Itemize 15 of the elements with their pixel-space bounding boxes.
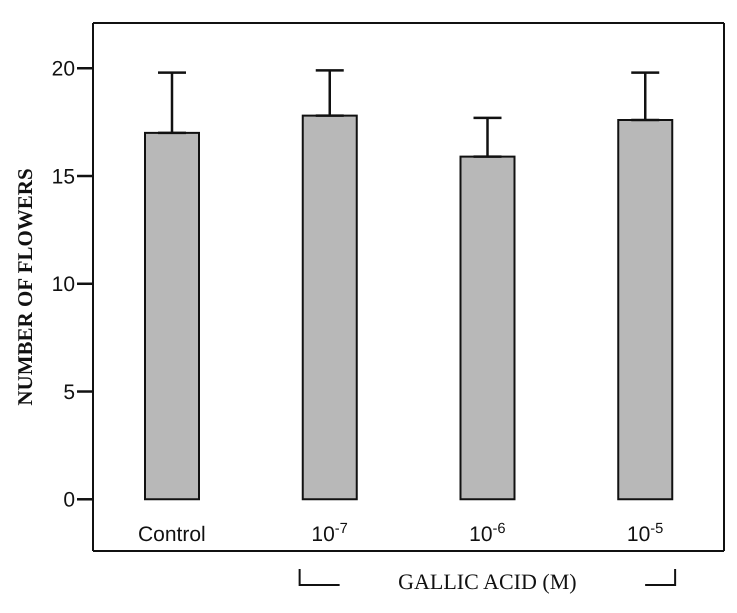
y-tick-label: 0 xyxy=(63,488,75,512)
bar xyxy=(460,156,516,500)
y-tick-label: 20 xyxy=(52,58,75,81)
x-tick-label: 10$^{-6}$ xyxy=(469,521,506,546)
y-tick-label: 10 xyxy=(52,273,75,296)
y-axis-title: NUMBER OF FLOWERS xyxy=(13,168,37,406)
bar xyxy=(302,114,358,500)
bar xyxy=(144,132,200,500)
bar xyxy=(617,118,674,500)
y-tick-label: 15 xyxy=(52,165,75,188)
x-tick-label: 10$^{-7}$ xyxy=(311,521,348,546)
x-tick-label: Control xyxy=(138,523,206,546)
x-axis-title: GALLIC ACID (M) xyxy=(398,569,577,594)
x-tick-label: 10$^{-5}$ xyxy=(626,521,664,546)
y-tick-label: 5 xyxy=(63,380,75,404)
